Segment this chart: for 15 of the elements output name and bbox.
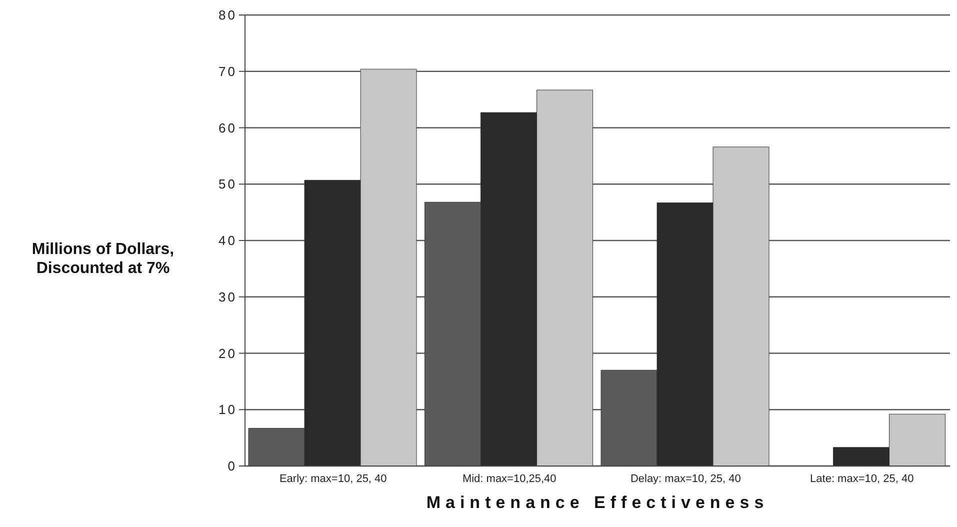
y-tick-label: 40 <box>218 233 237 248</box>
y-tick-label: 70 <box>218 64 237 79</box>
y-tick-label: 60 <box>218 120 237 136</box>
x-tick-label: Delay: max=10, 25, 40 <box>630 472 741 485</box>
x-tick-label: Late: max=10, 25, 40 <box>810 472 914 485</box>
x-tick-label: Mid: max=10,25,40 <box>462 472 556 485</box>
y-tick-label: 50 <box>218 176 237 192</box>
x-axis-title: Maintenance Effectiveness <box>425 493 770 513</box>
y-axis-title: Millions of Dollars, Discounted at 7% <box>32 241 174 277</box>
x-tick-label: Early: max=10, 25, 40 <box>279 472 387 485</box>
y-tick-label: 20 <box>218 346 237 361</box>
y-tick-label: 0 <box>228 458 237 474</box>
y-tick-label: 10 <box>218 402 237 418</box>
y-tick-label: 30 <box>218 289 237 304</box>
y-tick-label: 80 <box>218 8 237 23</box>
